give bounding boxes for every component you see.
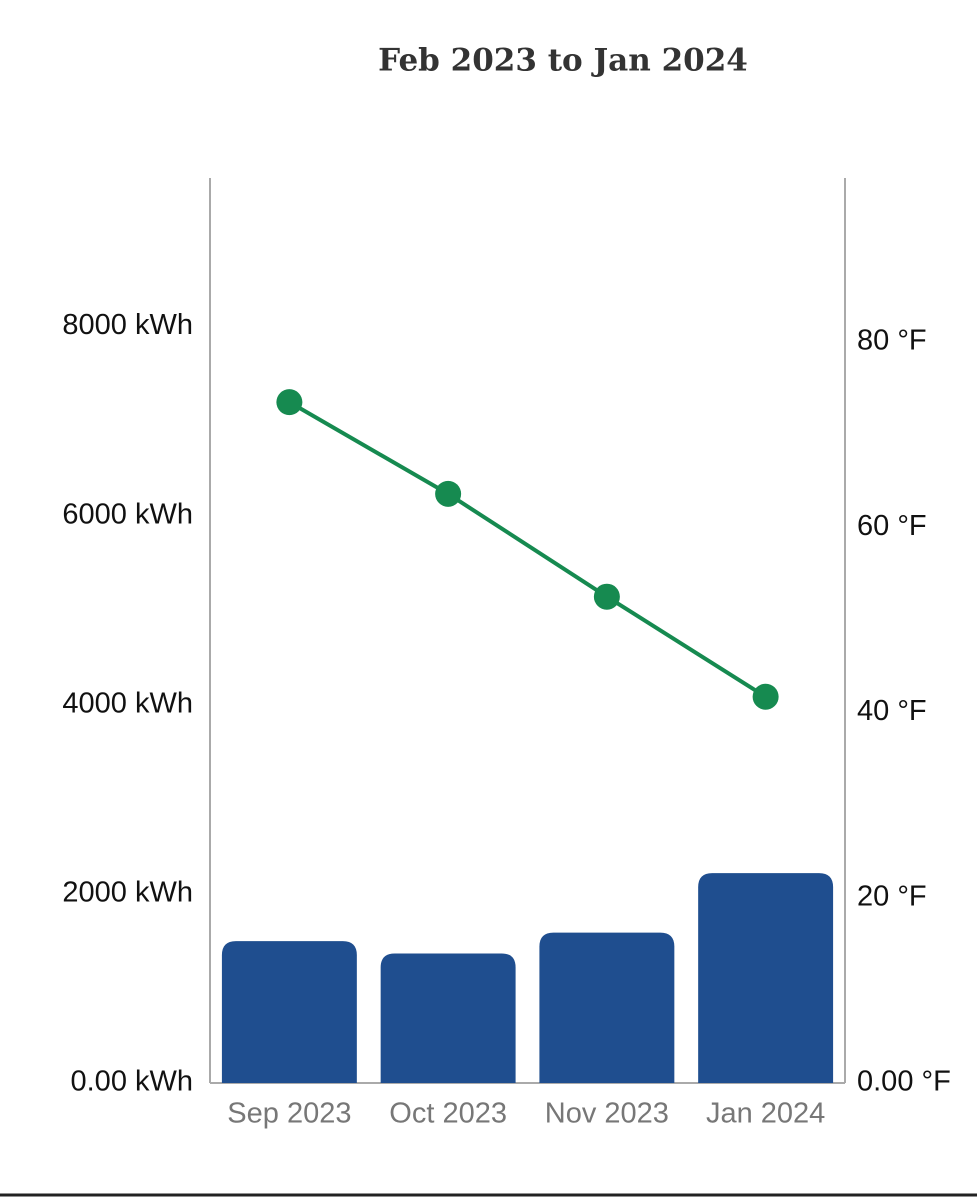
y-tick-label: 2000 kWh [62,877,193,909]
y2-tick-label: 80 °F [857,325,927,357]
x-tick-label: Jan 2024 [706,1098,825,1130]
line-point [593,583,620,610]
y2-tick-label: 60 °F [857,510,927,542]
x-tick-label: Sep 2023 [227,1098,351,1130]
line-point [435,480,462,507]
line [288,400,767,699]
bar [221,941,357,1083]
y-tick-label: 6000 kWh [62,498,193,530]
y2-tick-label: 20 °F [857,880,927,912]
y-tick-label: 4000 kWh [62,687,193,719]
y2-tick-label: 40 °F [857,695,927,727]
bar [539,932,675,1083]
x-tick-label: Oct 2023 [389,1098,507,1130]
bar [380,953,516,1083]
y-tick-label: 8000 kWh [62,309,193,341]
chart-title: Feb 2023 to Jan 2024 [378,43,748,79]
line-point [752,683,779,710]
bar [698,873,834,1083]
x-tick-label: Nov 2023 [545,1098,669,1130]
line-point [276,389,303,416]
y-tick-label: 0.00 kWh [71,1066,194,1098]
y2-tick-label: 0.00 °F [857,1066,951,1098]
